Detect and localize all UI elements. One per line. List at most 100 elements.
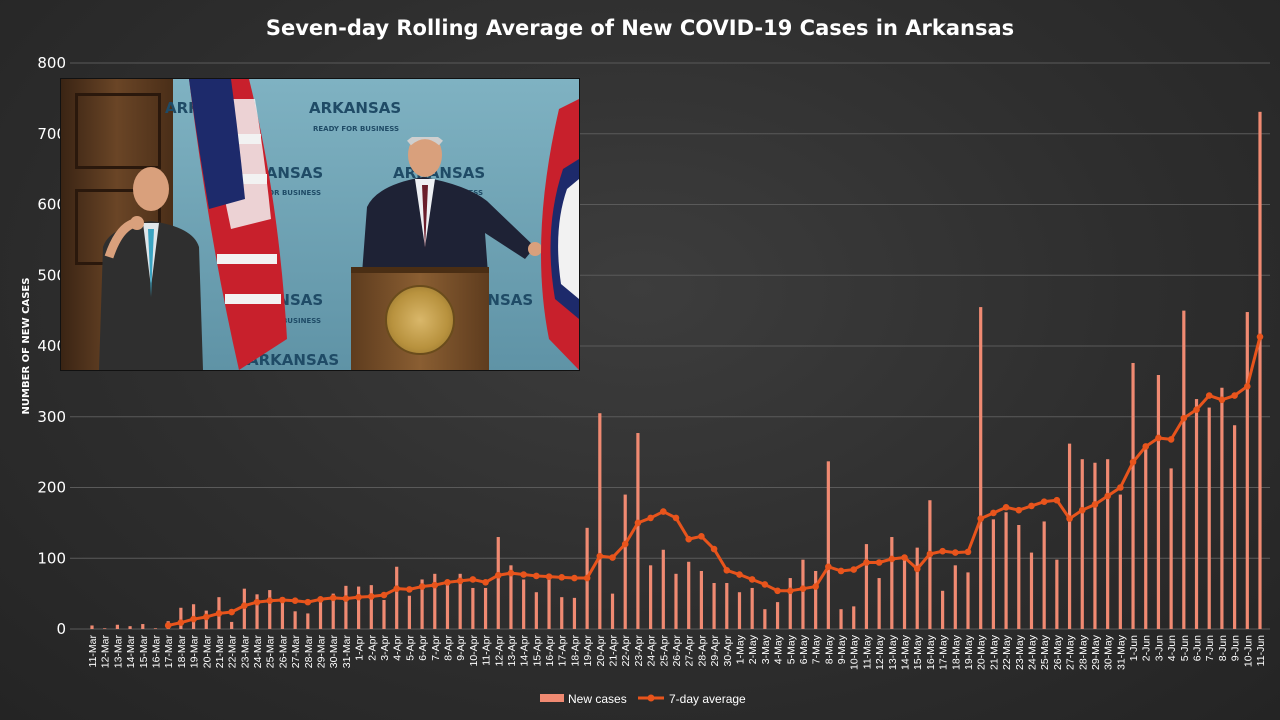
bar-new-cases [1169,468,1173,629]
x-tick-label: 26-Apr [671,634,683,666]
y-tick-label: 600 [37,196,66,214]
point-seven-day-average [418,583,426,590]
backdrop-logo-subtext: READY FOR BUSINESS [235,189,322,197]
bar-new-cases [293,611,297,629]
point-seven-day-average [913,565,921,573]
us-flag [189,79,287,370]
y-tick-label: 800 [37,54,66,72]
bar-new-cases [255,594,259,629]
bar-new-cases [547,578,551,629]
x-tick-label: 5-Jun [1179,635,1191,661]
legend-swatch-average-marker [647,694,655,702]
legend-label-seven-day-average: 7-day average [669,692,746,706]
x-tick-label: 16-May [925,634,937,670]
bar-new-cases [445,583,450,629]
x-tick-label: 31-Mar [341,635,353,669]
point-seven-day-average [177,619,185,626]
point-seven-day-average [520,571,527,578]
bar-new-cases [1194,399,1199,629]
x-tick-label: 27-Mar [290,635,302,669]
governor-speaking [361,137,541,287]
bar-new-cases [369,585,373,629]
point-seven-day-average [1231,392,1238,399]
x-tick-label: 13-Mar [112,635,124,669]
bar-new-cases [826,461,830,629]
bar-new-cases [1067,443,1072,629]
bar-new-cases [1017,524,1021,629]
x-tick-label: 14-May [900,634,912,670]
bar-new-cases [1055,559,1059,629]
point-seven-day-average [583,574,591,582]
x-tick-label: 16-Apr [544,634,556,666]
x-tick-label: 30-May [1103,634,1115,670]
bar-new-cases [801,559,805,629]
x-tick-label: 6-Jun [1192,635,1204,661]
x-tick-label: 18-Apr [569,634,581,666]
x-tick-label: 26-May [1052,634,1064,670]
point-seven-day-average [431,581,439,589]
point-seven-day-average [1015,506,1023,514]
point-seven-day-average [672,514,680,522]
x-tick-label: 17-Mar [163,635,175,669]
press-conference-video-inset: ARKANSAS ARKANSAS READY FOR BUSINESS ARK… [60,78,580,371]
x-tick-label: 28-Apr [696,634,708,666]
bar-new-cases [1245,312,1249,629]
bar-new-cases [750,587,754,629]
point-seven-day-average [393,585,400,592]
point-seven-day-average [291,597,299,604]
x-tick-label: 12-Mar [100,635,112,669]
point-seven-day-average [304,598,312,606]
bar-new-cases [674,573,678,629]
x-tick-label: 10-Jun [1242,635,1254,667]
bar-new-cases [737,592,742,629]
point-seven-day-average [1205,392,1213,399]
x-tick-label: 25-May [1039,634,1051,670]
point-seven-day-average [202,613,210,621]
point-seven-day-average [964,548,972,556]
point-seven-day-average [875,559,883,566]
x-tick-label: 22-Mar [227,635,239,669]
x-tick-label: 11-May [861,634,873,669]
y-tick-label: 300 [37,408,66,426]
bar-new-cases [1080,459,1084,629]
legend-label-new-cases: New cases [568,692,627,706]
point-seven-day-average [1053,496,1061,504]
x-tick-label: 9-Jun [1230,635,1242,661]
bar-new-cases [483,587,488,629]
point-seven-day-average [545,573,553,580]
bar-new-cases [407,595,411,629]
bar-new-cases [699,570,703,629]
x-tick-label: 5-Apr [404,635,416,661]
bar-new-cases [1029,552,1034,629]
x-tick-label: 4-May [773,634,785,664]
y-tick-label: 500 [37,266,66,284]
point-seven-day-average [444,579,451,586]
legend-swatch-new-cases [540,694,564,702]
bar-new-cases [788,578,792,629]
x-axis-ticks: 11-Mar 12-Mar 13-Mar 14-Mar 15-Mar 16-Mar 17-M… [87,634,1267,670]
bar-new-cases [268,590,272,629]
point-seven-day-average [1155,434,1162,442]
bar-new-cases [420,579,424,629]
bar-new-cases [661,549,665,629]
bar-new-cases [864,544,869,629]
backdrop-logo-text: ARKANSAS [309,99,402,117]
x-tick-label: 5-May [785,634,797,664]
x-tick-label: 30-Mar [328,635,340,669]
y-tick-label: 100 [37,549,66,567]
point-seven-day-average [456,577,464,585]
point-seven-day-average [926,550,934,558]
point-seven-day-average [469,576,477,583]
bar-new-cases [280,598,285,629]
x-tick-label: 13-May [887,634,899,670]
x-tick-label: 3-Apr [379,635,391,661]
bar-new-cases [179,607,183,629]
bar-new-cases [1182,310,1186,629]
bar-new-cases [141,624,145,629]
x-tick-label: 21-May [988,634,1000,670]
point-seven-day-average [558,574,566,581]
y-tick-label: 400 [37,337,66,355]
point-seven-day-average [406,586,413,593]
bar-new-cases [128,626,132,629]
x-tick-label: 14-Apr [519,634,531,666]
